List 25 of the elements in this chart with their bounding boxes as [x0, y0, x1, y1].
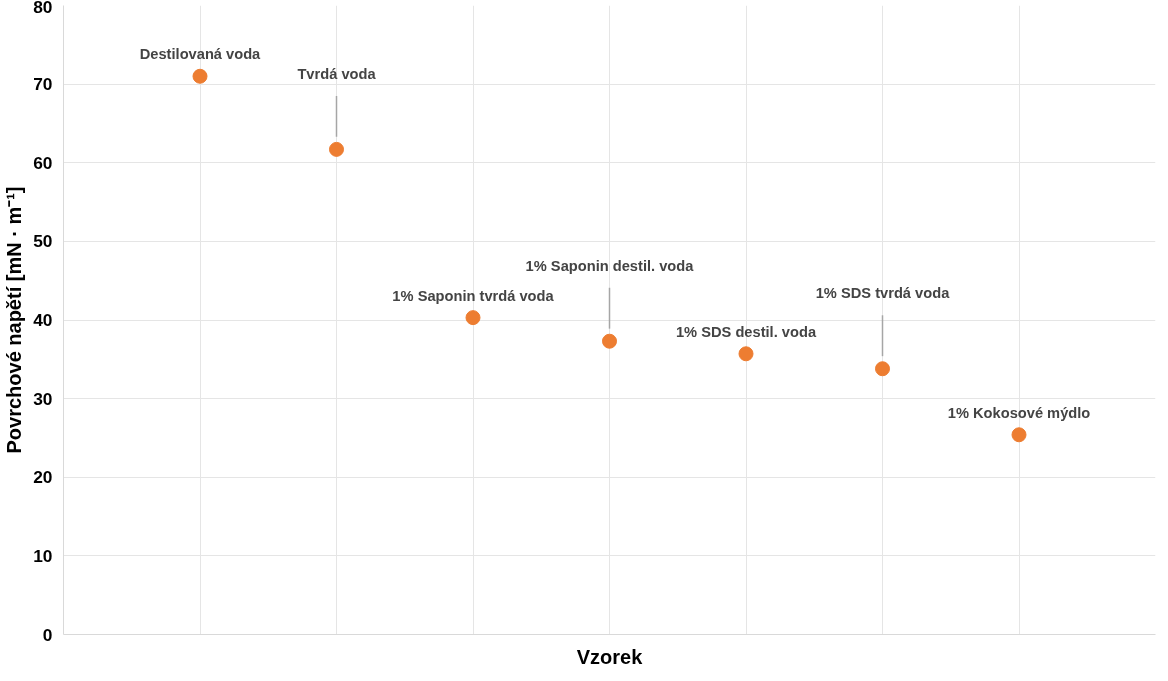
point — [1011, 427, 1027, 443]
y-tick-label: 20 — [33, 467, 53, 488]
annotation: 1% Saponin tvrdá voda — [392, 287, 555, 304]
x-axis-title: Vzorek — [576, 645, 644, 668]
point — [329, 141, 344, 157]
y-tick-label: 10 — [33, 545, 53, 566]
y-tick-label: 30 — [33, 388, 53, 409]
point — [875, 361, 890, 377]
y-tick-label: 70 — [33, 74, 53, 95]
annotation: 1% Kokosové mýdlo — [947, 404, 1091, 421]
annotation: Destilovaná voda — [139, 46, 262, 63]
annotation: Tvrdá voda — [297, 65, 377, 82]
y-tick-label: 60 — [33, 152, 53, 173]
y-tick-label: 80 — [33, 0, 53, 17]
annotation: 1% SDS destil. voda — [675, 323, 817, 340]
annotation: 1% SDS tvrdá voda — [815, 285, 951, 302]
y-tick-label: 0 — [42, 624, 53, 645]
annotation: 1% Saponin destil. voda — [525, 257, 695, 274]
point — [602, 333, 617, 349]
y-tick-label: 50 — [33, 231, 53, 252]
y-axis-title: Povrchové napětí [mN · m⁻¹] — [3, 186, 26, 454]
y-tick-label: 40 — [33, 310, 53, 330]
point — [192, 68, 208, 84]
point — [465, 310, 481, 326]
point — [738, 346, 754, 362]
